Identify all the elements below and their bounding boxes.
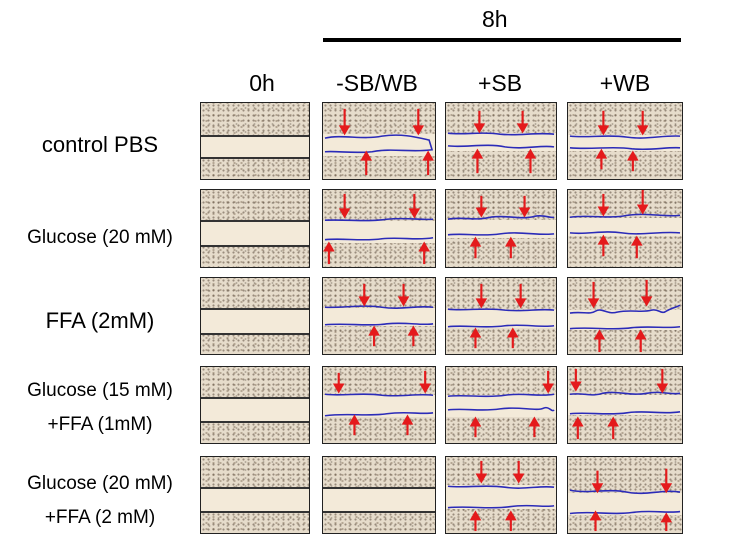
row-label-line: control PBS xyxy=(41,132,159,157)
scratch-panel xyxy=(445,366,557,444)
scratch-panel xyxy=(567,366,683,444)
scratch-panel xyxy=(200,366,310,444)
scratch-panel xyxy=(445,456,557,534)
row-label-glucose-20: Glucose (20 mM) xyxy=(0,226,200,250)
row-label-line: +FFA (2 mM) xyxy=(44,507,156,528)
row-label-line: +FFA (1mM) xyxy=(47,414,153,435)
scratch-panel xyxy=(200,277,310,355)
column-label-wb: +WB xyxy=(599,70,651,96)
time-header-label: 8h xyxy=(482,6,508,32)
column-label-sb: +SB xyxy=(477,70,523,96)
column-label-0h: 0h xyxy=(249,70,275,96)
scratch-panel xyxy=(200,456,310,534)
scratch-panel xyxy=(322,277,436,355)
scratch-panel xyxy=(567,189,683,268)
scratch-panel xyxy=(200,102,310,180)
row-label-line: Glucose (15 mM) xyxy=(27,380,173,401)
scratch-panel xyxy=(567,102,683,180)
scratch-panel xyxy=(445,277,557,355)
row-label-line: Glucose (20 mM) xyxy=(27,473,173,494)
row-label-line: FFA (2mM) xyxy=(45,308,155,333)
row-label-ffa-2: FFA (2mM) xyxy=(0,307,200,335)
scratch-panel xyxy=(322,102,436,180)
row-label-line: Glucose (20 mM) xyxy=(27,227,173,248)
column-label-control: -SB/WB xyxy=(336,70,418,96)
row-label-control-pbs: control PBS xyxy=(0,131,200,159)
row-label-glucose-20-ffa-2: Glucose (20 mM) +FFA (2 mM) xyxy=(0,467,200,535)
scratch-panel xyxy=(322,189,436,268)
row-label-glucose-15-ffa-1: Glucose (15 mM) +FFA (1mM) xyxy=(0,374,200,442)
scratch-panel xyxy=(322,456,436,534)
time-header-bar xyxy=(323,38,681,42)
scratch-panel xyxy=(567,456,683,534)
scratch-panel xyxy=(567,277,683,355)
scratch-panel xyxy=(445,102,557,180)
scratch-panel xyxy=(322,366,436,444)
scratch-panel xyxy=(445,189,557,268)
scratch-panel xyxy=(200,189,310,268)
